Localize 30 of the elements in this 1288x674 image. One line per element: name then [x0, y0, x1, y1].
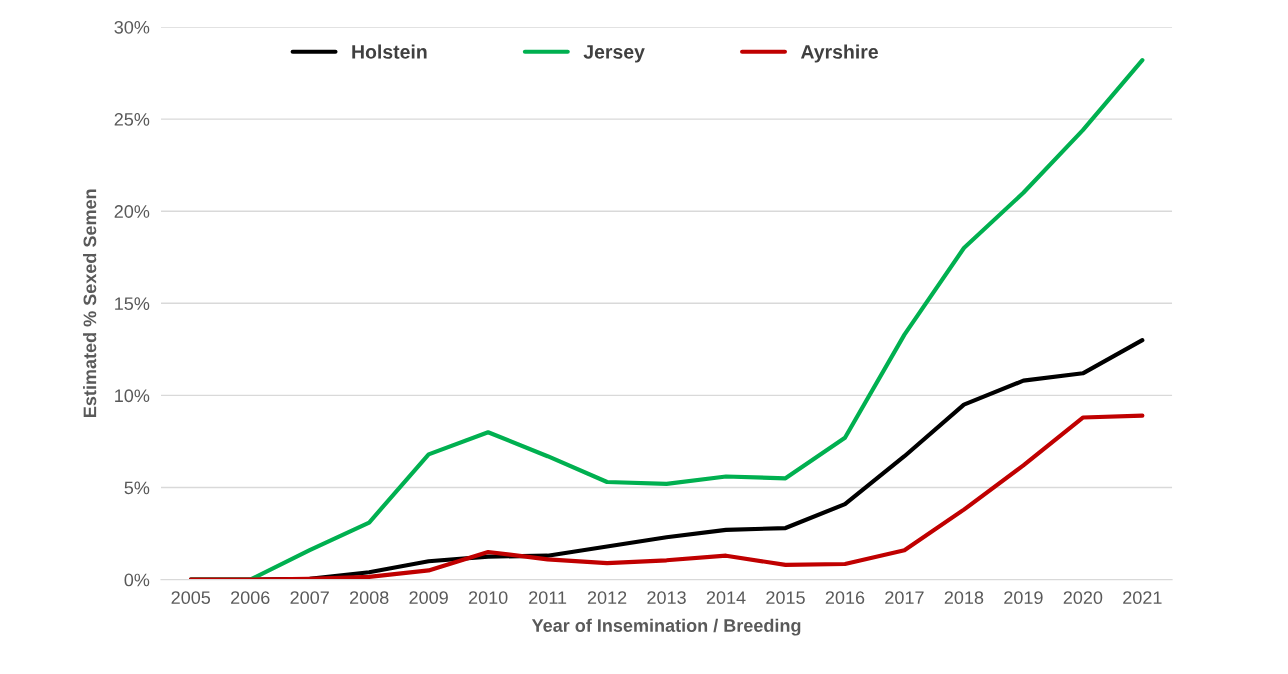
x-tick-label: 2005 — [171, 591, 211, 605]
x-tick-label: 2008 — [349, 591, 389, 605]
line-series — [188, 413, 1145, 580]
x-tick-label: 2006 — [231, 591, 270, 605]
y-tick-label: 0% — [124, 573, 150, 587]
x-tick-label: 2010 — [468, 591, 508, 605]
x-tick-label: 2013 — [647, 591, 686, 605]
legend-label: Jersey — [583, 45, 645, 63]
x-axis-title: Year of Insemination / Breeding — [531, 618, 801, 636]
x-tick-label: 2015 — [766, 591, 805, 605]
x-tick-label: 2007 — [290, 591, 329, 605]
x-tick-label: 2014 — [706, 591, 746, 605]
y-tick-label: 20% — [114, 205, 150, 218]
legend-label: Holstein — [352, 44, 427, 59]
x-tick-label: 2017 — [885, 591, 924, 605]
x-tick-label: 2009 — [409, 591, 448, 605]
x-tick-label: 2020 — [1063, 591, 1103, 605]
x-tick-label: 2012 — [587, 591, 627, 605]
y-tick-label: 15% — [115, 297, 150, 311]
x-tick-label: 2019 — [1004, 591, 1043, 605]
x-tick-label: 2021 — [1123, 591, 1162, 605]
y-tick-label: 10% — [115, 389, 150, 403]
y-axis-title: Estimated % Sexed Semen — [83, 189, 97, 417]
y-tick-label: 30% — [114, 20, 150, 34]
y-tick-label: 5% — [124, 481, 150, 495]
x-tick-label: 2011 — [529, 591, 567, 605]
x-tick-label: 2016 — [825, 591, 865, 605]
x-tick-label: 2018 — [944, 591, 984, 605]
y-tick-label: 25% — [114, 113, 150, 126]
legend-label: Ayrshire — [800, 44, 878, 63]
